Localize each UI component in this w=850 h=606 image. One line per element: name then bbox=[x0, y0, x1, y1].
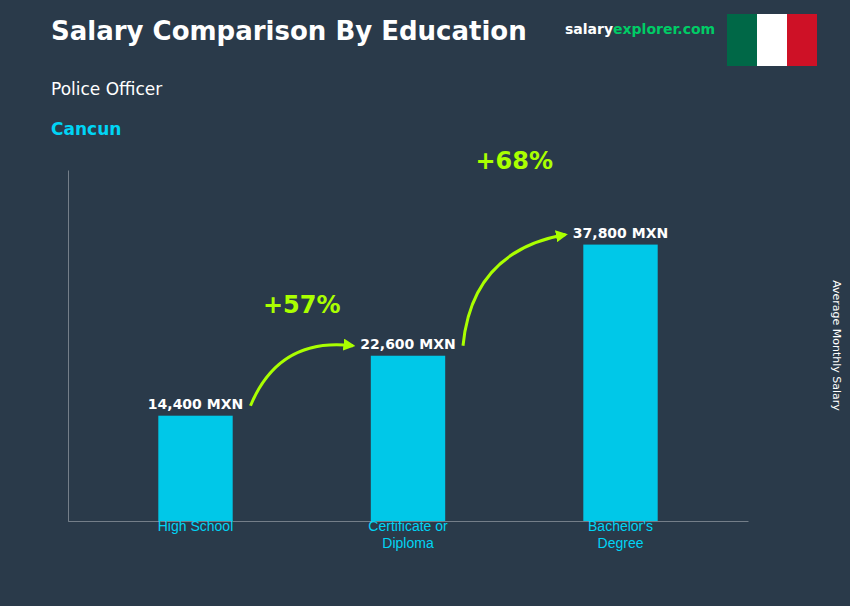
title: Salary Comparison By Education bbox=[51, 16, 527, 46]
flag-stripe bbox=[787, 14, 817, 66]
flag-stripe bbox=[727, 14, 757, 66]
data-label: 14,400 MXN bbox=[148, 396, 243, 412]
subtitle: Police Officer bbox=[51, 79, 162, 99]
data-label: 37,800 MXN bbox=[573, 225, 668, 241]
source: salaryexplorer.com bbox=[565, 21, 715, 37]
source-part: explorer.com bbox=[613, 21, 715, 37]
y-axis-title: Average Monthly Salary bbox=[830, 280, 843, 411]
x-tick-label: Certificate orDiploma bbox=[368, 518, 448, 551]
y-axis-line bbox=[68, 171, 69, 522]
x-axis: High SchoolCertificate orDiplomaBachelor… bbox=[69, 518, 749, 551]
data-label: 22,600 MXN bbox=[360, 336, 455, 352]
arrow bbox=[251, 345, 354, 406]
x-tick-label: Bachelor'sDegree bbox=[588, 518, 653, 551]
bar bbox=[371, 356, 445, 521]
x-tick: Bachelor'sDegree bbox=[588, 518, 653, 551]
chart: Salary Comparison By Education Police Off… bbox=[0, 0, 850, 606]
flag bbox=[727, 14, 817, 66]
annotation: +57% bbox=[263, 291, 341, 319]
plot: High SchoolCertificate orDiplomaBachelor… bbox=[69, 147, 749, 551]
source-part: salary bbox=[565, 21, 613, 37]
bar bbox=[158, 416, 232, 521]
flag-stripe bbox=[757, 14, 787, 66]
x-tick: Certificate orDiploma bbox=[368, 518, 448, 551]
y-axis bbox=[68, 171, 69, 522]
x-tick-label-line: Diploma bbox=[382, 535, 434, 551]
arrow bbox=[463, 235, 566, 346]
background bbox=[0, 0, 850, 606]
subtitle: Cancun bbox=[51, 119, 121, 139]
x-tick-label-line: Degree bbox=[598, 535, 644, 551]
annotation: +68% bbox=[475, 147, 553, 175]
bars bbox=[158, 245, 657, 521]
bar bbox=[583, 245, 657, 521]
